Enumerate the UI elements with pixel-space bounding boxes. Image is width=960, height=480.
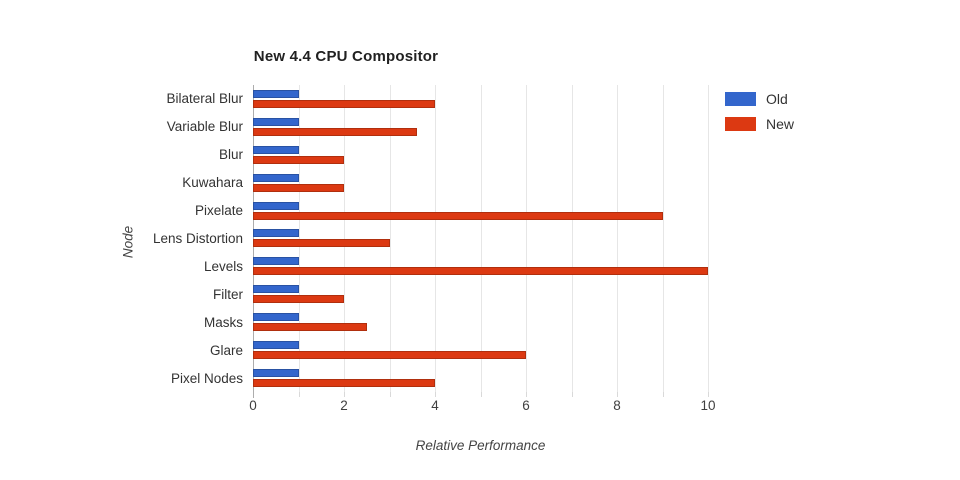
new-bar <box>253 99 435 108</box>
bar-rows <box>253 85 723 392</box>
x-axis-title: Relative Performance <box>415 438 546 453</box>
plot-area <box>253 85 723 392</box>
category-label: Bilateral Blur <box>166 91 243 107</box>
category-label: Blur <box>218 147 243 163</box>
bar-row <box>253 336 723 364</box>
axis-baseline <box>253 85 254 392</box>
gridline <box>344 85 345 392</box>
category-label: Variable Blur <box>166 119 243 135</box>
gridline <box>389 85 391 392</box>
old-bar <box>253 117 299 126</box>
x-tick-mark <box>480 392 482 397</box>
gridline <box>435 85 436 392</box>
category-label: Pixelate <box>194 203 243 219</box>
new-bar <box>253 351 526 360</box>
gridline <box>526 85 527 392</box>
category-label: Masks <box>203 314 243 330</box>
legend-label: New <box>766 116 795 132</box>
new-bar <box>253 323 367 332</box>
bar-row <box>253 85 723 113</box>
bar-row <box>253 308 723 336</box>
gridline <box>571 85 573 392</box>
gridline <box>480 85 482 392</box>
old-bar <box>253 173 299 182</box>
old-bar <box>253 201 299 210</box>
old-bar <box>253 285 299 294</box>
bar-row <box>253 364 723 392</box>
new-bar <box>253 155 344 164</box>
x-tick-label: 8 <box>613 398 621 413</box>
bar-row <box>253 197 723 225</box>
old-bar <box>253 341 299 350</box>
y-axis-labels: Bilateral Blur Variable Blur Blur Kuwahara P… <box>96 85 247 392</box>
x-tick-mark <box>253 392 254 398</box>
category-label: Lens Distortion <box>152 230 243 246</box>
legend-item-new: New <box>725 116 794 132</box>
legend: Old New <box>725 91 794 132</box>
new-bar <box>253 127 417 136</box>
category-label: Filter <box>213 286 243 302</box>
old-bar <box>253 369 299 378</box>
new-bar <box>253 295 344 304</box>
x-tick-mark <box>298 392 300 397</box>
old-bar <box>253 145 299 154</box>
old-bar <box>253 89 299 98</box>
bar-row <box>253 280 723 308</box>
x-tick-label: 4 <box>431 398 439 413</box>
old-bar <box>253 257 299 266</box>
new-bar <box>253 211 663 220</box>
gridline <box>617 85 618 392</box>
old-bar <box>253 313 299 322</box>
new-bar <box>253 239 390 248</box>
x-tick-label: 10 <box>700 398 716 413</box>
x-tick-mark <box>571 392 573 397</box>
x-tick-mark <box>389 392 391 397</box>
x-tick-mark <box>617 392 618 397</box>
category-label: Kuwahara <box>182 175 243 191</box>
bar-row <box>253 141 723 169</box>
category-label: Pixel Nodes <box>170 370 243 386</box>
x-tick-label: 2 <box>340 398 348 413</box>
bar-row <box>253 169 723 197</box>
category-label: Levels <box>203 258 243 274</box>
legend-label: Old <box>766 91 788 107</box>
new-bar <box>253 379 435 388</box>
gridline <box>708 85 709 392</box>
y-axis-title: Node <box>120 225 136 259</box>
x-tick-mark <box>526 392 527 397</box>
legend-swatch <box>725 92 756 106</box>
x-tick-label: 6 <box>522 398 530 413</box>
x-tick-mark <box>435 392 436 397</box>
x-tick-mark <box>708 392 709 397</box>
x-tick-mark <box>344 392 345 397</box>
gridline <box>662 85 664 392</box>
gridline <box>298 85 300 392</box>
x-tick-mark <box>662 392 664 397</box>
bar-row <box>253 225 723 253</box>
category-label: Glare <box>209 342 243 358</box>
legend-item-old: Old <box>725 91 794 107</box>
chart-title: New 4.4 CPU Compositor <box>253 48 439 65</box>
legend-swatch <box>725 117 756 131</box>
bar-row <box>253 113 723 141</box>
bar-row <box>253 252 723 280</box>
x-tick-label: 0 <box>249 398 257 413</box>
new-bar <box>253 183 344 192</box>
new-bar <box>253 267 708 276</box>
old-bar <box>253 229 299 238</box>
